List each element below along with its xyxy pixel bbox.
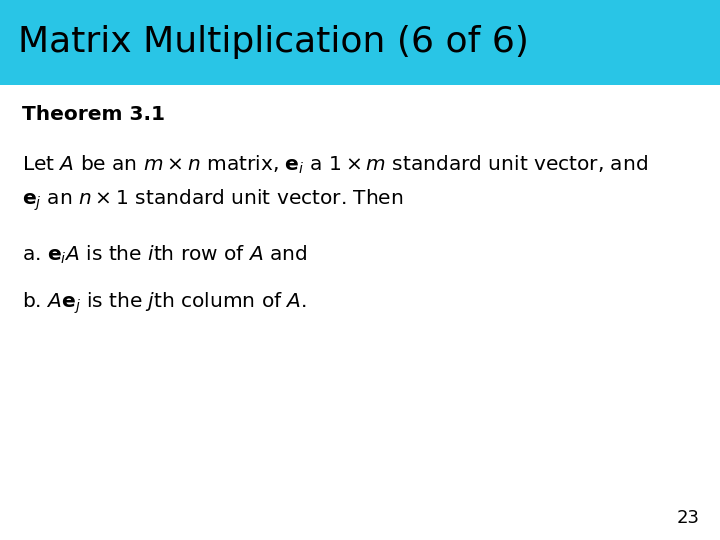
Text: Theorem 3.1: Theorem 3.1	[22, 105, 165, 125]
Text: $\mathbf{e}_j$ an $n \times 1$ standard unit vector. Then: $\mathbf{e}_j$ an $n \times 1$ standard …	[22, 187, 403, 213]
Text: Let $A$ be an $m \times n$ matrix, $\mathbf{e}_i$ a $1 \times m$ standard unit v: Let $A$ be an $m \times n$ matrix, $\mat…	[22, 154, 648, 176]
Text: a. $\mathbf{e}_i A$ is the $i$th row of $A$ and: a. $\mathbf{e}_i A$ is the $i$th row of …	[22, 244, 307, 266]
Text: b. $A\mathbf{e}_j$ is the $j$th column of $A$.: b. $A\mathbf{e}_j$ is the $j$th column o…	[22, 291, 307, 316]
Bar	[0, 0, 720, 85]
Text: Matrix Multiplication (6 of 6): Matrix Multiplication (6 of 6)	[18, 25, 529, 59]
Text: 23: 23	[677, 509, 700, 527]
